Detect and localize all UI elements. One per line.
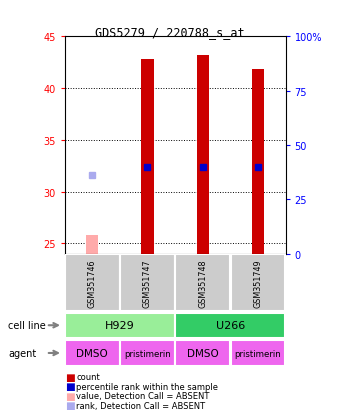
Text: H929: H929 <box>105 320 135 331</box>
Bar <box>65 254 120 311</box>
Text: GDS5279 / 220788_s_at: GDS5279 / 220788_s_at <box>95 26 245 39</box>
Text: ■: ■ <box>65 372 74 382</box>
Text: percentile rank within the sample: percentile rank within the sample <box>76 382 219 391</box>
Text: ■: ■ <box>65 381 74 391</box>
Text: ■: ■ <box>65 400 74 410</box>
Text: value, Detection Call = ABSENT: value, Detection Call = ABSENT <box>76 391 210 400</box>
Text: GSM351748: GSM351748 <box>198 259 207 307</box>
Text: count: count <box>76 372 100 381</box>
Text: GSM351749: GSM351749 <box>254 259 262 307</box>
Bar <box>120 254 175 311</box>
Text: agent: agent <box>8 348 37 358</box>
Text: DMSO: DMSO <box>187 348 219 358</box>
Text: GSM351747: GSM351747 <box>143 259 152 307</box>
Bar <box>65 341 120 366</box>
Bar <box>231 341 285 366</box>
Bar <box>175 341 230 366</box>
Bar <box>197 56 209 254</box>
Text: GSM351746: GSM351746 <box>88 259 97 307</box>
Text: DMSO: DMSO <box>76 348 108 358</box>
Text: cell line: cell line <box>8 320 46 330</box>
Bar <box>65 313 175 338</box>
Text: U266: U266 <box>216 320 245 331</box>
Bar <box>86 235 98 254</box>
Bar <box>231 254 285 311</box>
Text: pristimerin: pristimerin <box>124 349 171 358</box>
Text: pristimerin: pristimerin <box>235 349 282 358</box>
Bar <box>141 60 154 254</box>
Bar <box>175 313 285 338</box>
Text: ■: ■ <box>65 391 74 401</box>
Bar <box>175 254 230 311</box>
Bar <box>120 341 175 366</box>
Bar <box>252 70 264 254</box>
Text: rank, Detection Call = ABSENT: rank, Detection Call = ABSENT <box>76 401 206 410</box>
